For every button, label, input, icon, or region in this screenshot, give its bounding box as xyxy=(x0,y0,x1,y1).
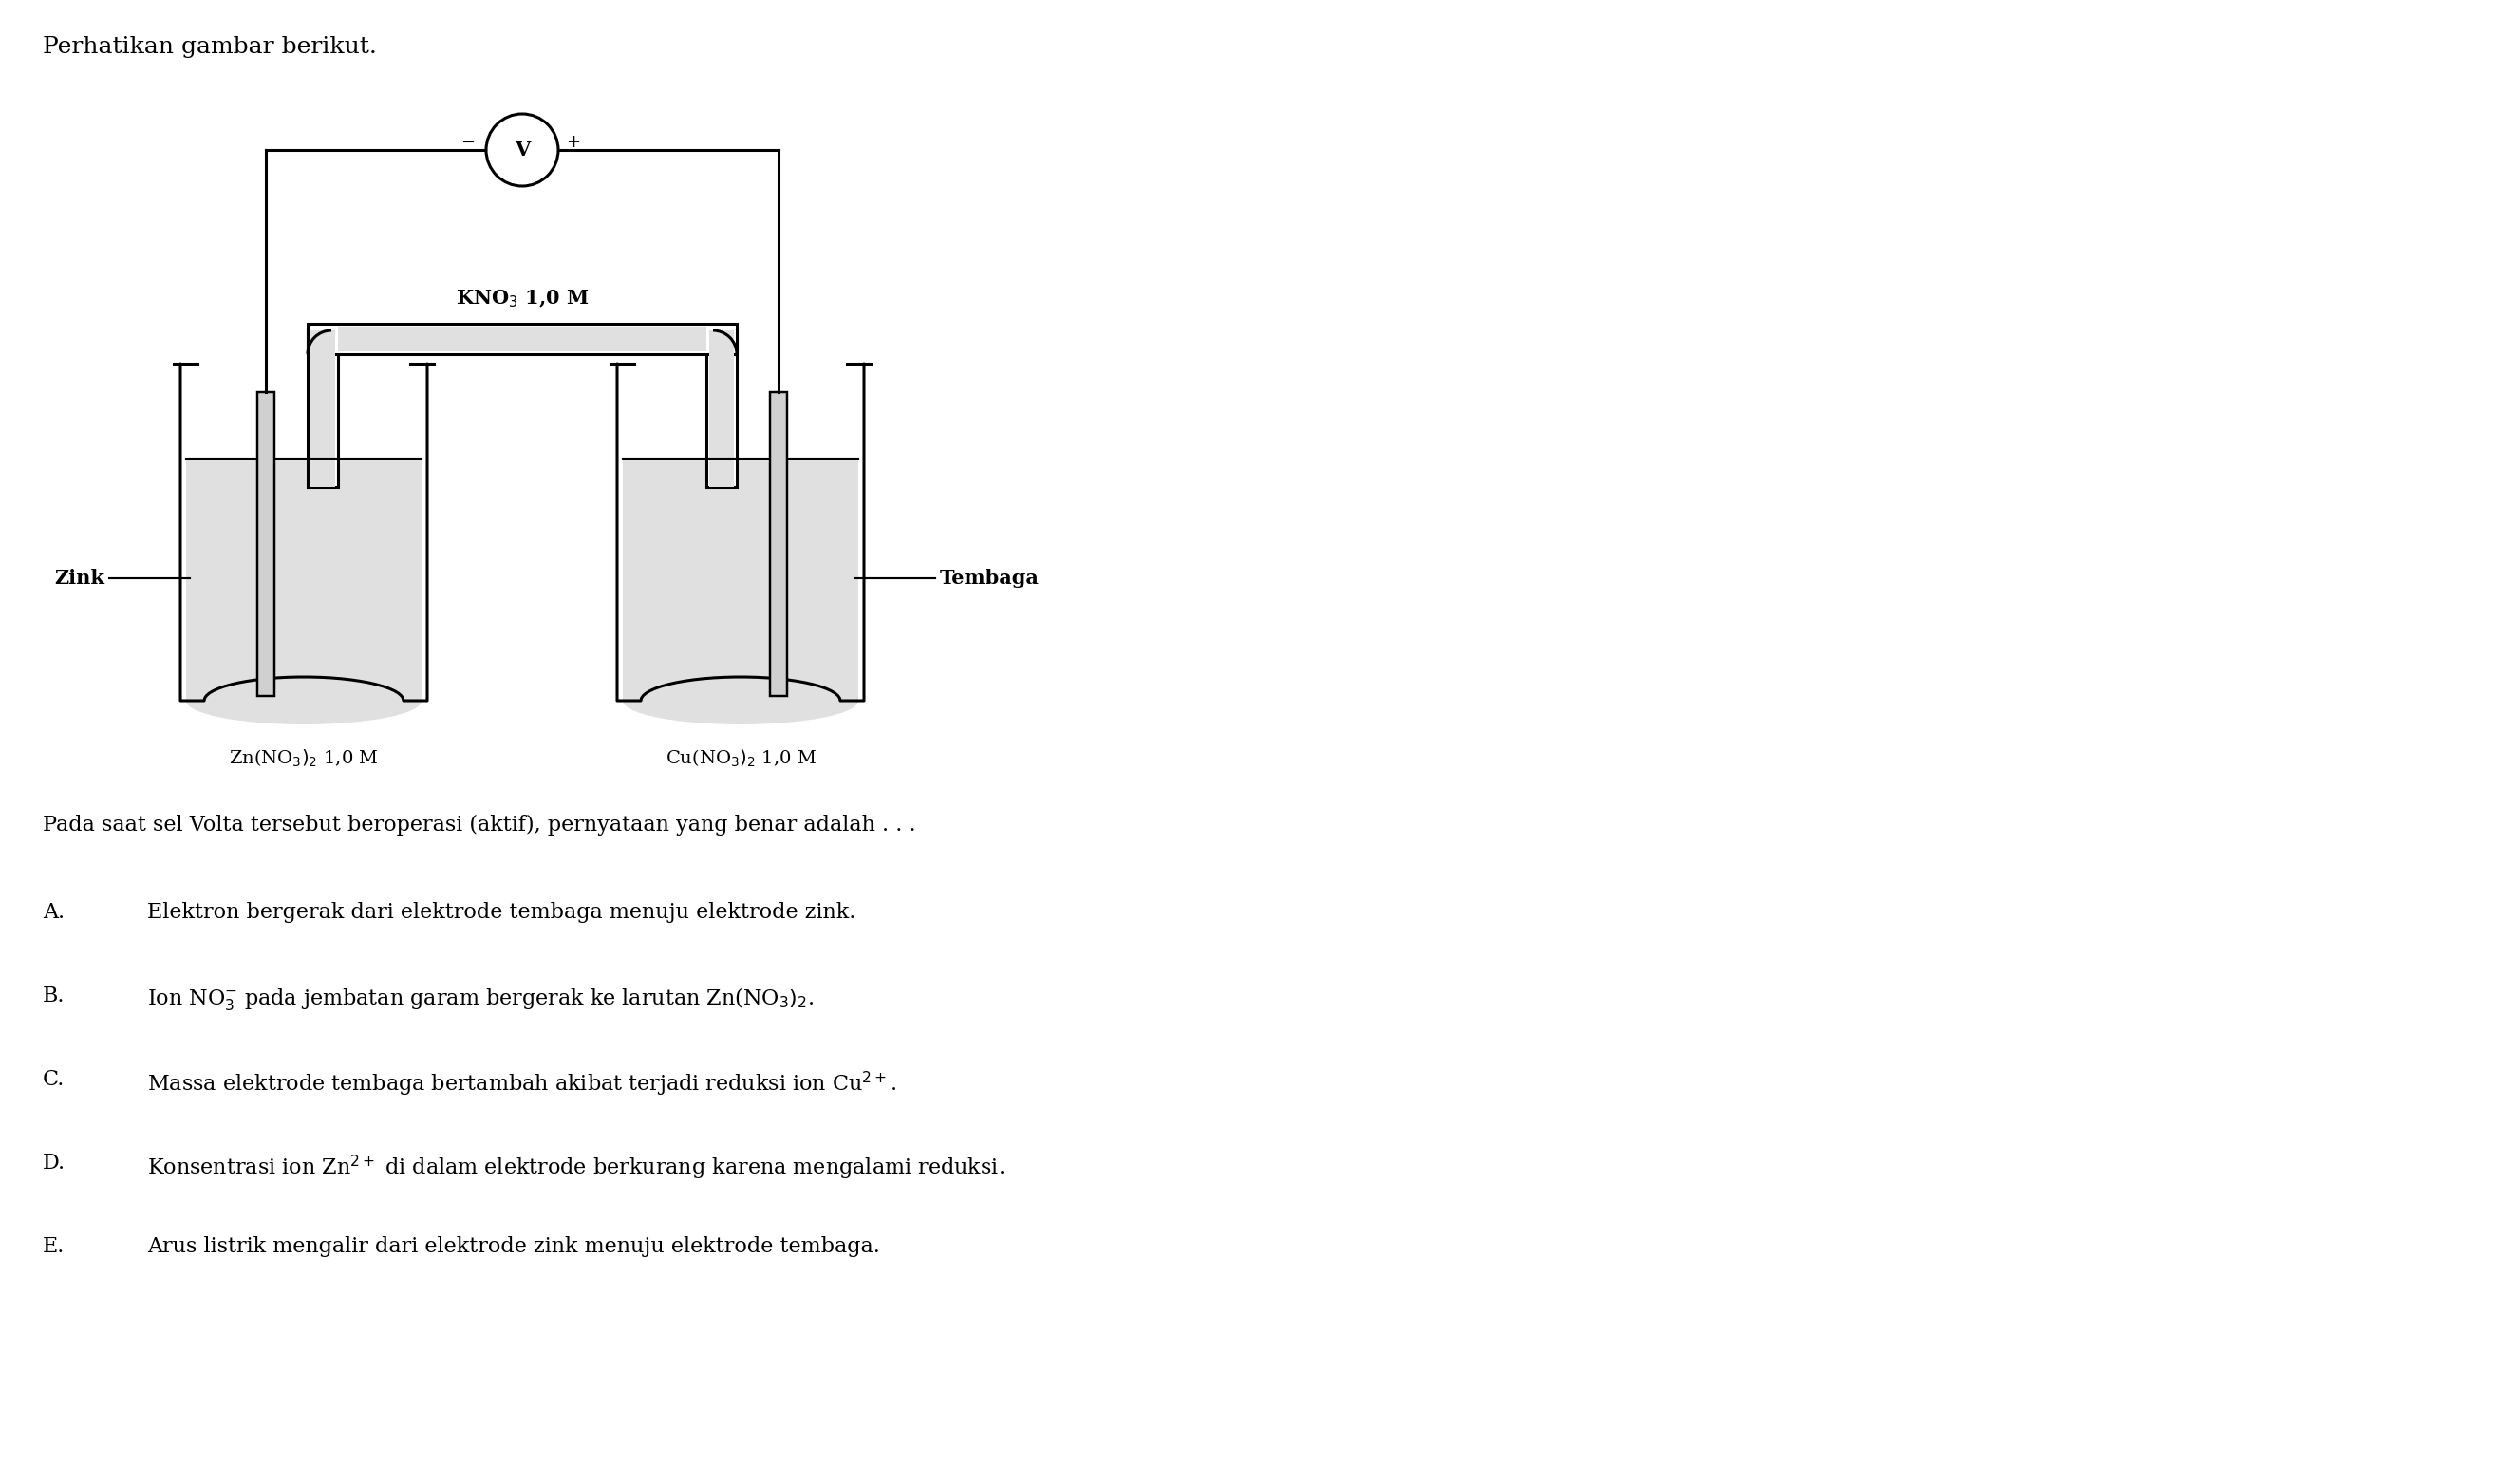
Text: Konsentrasi ion Zn$^{2+}$ di dalam elektrode berkurang karena mengalami reduksi.: Konsentrasi ion Zn$^{2+}$ di dalam elekt… xyxy=(147,1153,1004,1181)
Bar xyxy=(310,331,335,487)
Text: E.: E. xyxy=(42,1236,65,1257)
Bar xyxy=(622,459,859,700)
Text: Perhatikan gambar berikut.: Perhatikan gambar berikut. xyxy=(42,36,377,58)
Text: Elektron bergerak dari elektrode tembaga menuju elektrode zink.: Elektron bergerak dari elektrode tembaga… xyxy=(147,902,856,923)
Text: Zink: Zink xyxy=(55,568,105,588)
Text: C.: C. xyxy=(42,1070,65,1091)
Bar xyxy=(709,331,734,487)
Text: Cu(NO$_3)_2$ 1,0 M: Cu(NO$_3)_2$ 1,0 M xyxy=(664,748,817,769)
Bar xyxy=(307,324,737,355)
Text: Tembaga: Tembaga xyxy=(939,568,1039,588)
Bar xyxy=(257,392,275,696)
Ellipse shape xyxy=(187,677,422,724)
Text: Zn(NO$_3)_2$ 1,0 M: Zn(NO$_3)_2$ 1,0 M xyxy=(230,748,380,769)
Bar xyxy=(337,326,707,352)
Text: D.: D. xyxy=(42,1153,65,1174)
Text: A.: A. xyxy=(42,902,65,923)
Text: +: + xyxy=(567,134,579,151)
Bar xyxy=(707,331,737,487)
Ellipse shape xyxy=(622,677,859,724)
Text: B.: B. xyxy=(42,985,65,1006)
Text: Pada saat sel Volta tersebut beroperasi (aktif), pernyataan yang benar adalah . : Pada saat sel Volta tersebut beroperasi … xyxy=(42,815,916,835)
Text: Massa elektrode tembaga bertambah akibat terjadi reduksi ion Cu$^{2+}$.: Massa elektrode tembaga bertambah akibat… xyxy=(147,1070,896,1098)
Text: Arus listrik mengalir dari elektrode zink menuju elektrode tembaga.: Arus listrik mengalir dari elektrode zin… xyxy=(147,1236,879,1257)
Bar xyxy=(307,331,337,487)
Text: V: V xyxy=(514,141,529,159)
Text: −: − xyxy=(459,134,474,151)
Circle shape xyxy=(487,114,559,186)
Text: Ion NO$_3^{-}$ pada jembatan garam bergerak ke larutan Zn(NO$_3)_2$.: Ion NO$_3^{-}$ pada jembatan garam berge… xyxy=(147,985,814,1012)
Bar xyxy=(769,392,787,696)
Bar xyxy=(187,459,422,700)
Text: KNO$_3$ 1,0 M: KNO$_3$ 1,0 M xyxy=(454,288,589,310)
